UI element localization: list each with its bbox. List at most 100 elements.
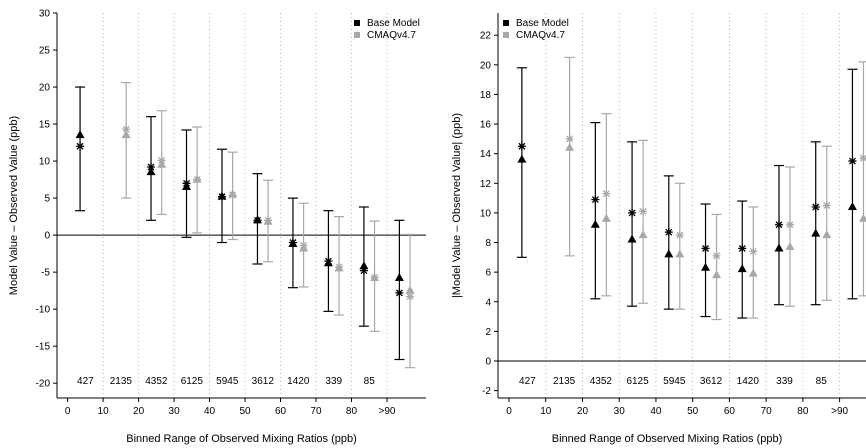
median-marker <box>121 130 131 139</box>
mean-marker <box>738 244 747 253</box>
mean-marker <box>76 142 85 151</box>
x-tick-label: 60 <box>724 406 736 417</box>
y-tick-label: 5 <box>44 194 50 205</box>
mean-marker <box>602 189 611 198</box>
bin-count-label: 3612 <box>700 376 723 387</box>
y-tick-label: 25 <box>39 46 51 57</box>
y-tick-label: 20 <box>39 83 51 94</box>
mean-marker <box>406 292 415 301</box>
mean-marker <box>335 262 344 271</box>
y-tick-label: -15 <box>36 342 51 353</box>
x-axis-title: Binned Range of Observed Mixing Ratios (… <box>126 433 357 445</box>
legend-swatch <box>354 20 360 26</box>
x-tick-label: 0 <box>65 406 71 417</box>
x-tick-label: 40 <box>204 406 216 417</box>
y-tick-label: 0 <box>485 356 491 367</box>
mean-marker <box>749 247 758 256</box>
x-tick-label: 80 <box>797 406 809 417</box>
mean-marker <box>359 266 368 275</box>
bin-count-label: 4352 <box>145 376 168 387</box>
y-tick-label: -5 <box>41 268 50 279</box>
y-tick-label: 10 <box>480 208 492 219</box>
median-marker <box>858 213 866 222</box>
legend-label: Base Model <box>367 18 420 29</box>
y-tick-label: -10 <box>36 305 51 316</box>
y-tick-label: 2 <box>485 327 491 338</box>
legend-label: Base Model <box>516 18 569 29</box>
mean-marker <box>193 175 202 184</box>
x-tick-label: 0 <box>506 406 512 417</box>
y-tick-label: 6 <box>485 268 491 279</box>
mean-marker <box>157 156 166 165</box>
mean-marker <box>712 251 721 260</box>
mean-marker <box>811 202 820 211</box>
left-panel-difference: -20 -15 -10 -5 0 5 10 15 20 25 30 0 10 20 30 40 50 60 70 80… <box>8 9 426 445</box>
y-tick-label: 12 <box>480 179 492 190</box>
mean-marker <box>639 207 648 216</box>
y-tick-label: 20 <box>480 60 492 71</box>
y-tick-label: 15 <box>39 120 51 131</box>
x-tick-label: 50 <box>239 406 251 417</box>
median-marker <box>737 264 747 273</box>
x-axis-title: Binned Range of Observed Mixing Ratios (… <box>552 433 783 445</box>
mean-marker <box>217 192 226 201</box>
legend-label: CMAQv4.7 <box>367 30 416 41</box>
mean-marker <box>395 288 404 297</box>
median-marker <box>675 249 685 258</box>
bin-count-label: 6125 <box>181 376 204 387</box>
mean-marker <box>675 231 684 240</box>
median-marker <box>565 142 575 151</box>
mean-marker <box>264 216 273 225</box>
y-tick-label: 14 <box>480 149 492 160</box>
mean-marker <box>299 241 308 250</box>
y-tick-label: 22 <box>480 31 492 42</box>
y-tick-label: 4 <box>485 297 491 308</box>
mean-marker <box>848 157 857 166</box>
x-tick-label: 10 <box>540 406 552 417</box>
median-marker <box>811 228 821 237</box>
legend-swatch <box>503 20 509 26</box>
bin-count-label: 4352 <box>590 376 613 387</box>
x-tick-label: 60 <box>275 406 287 417</box>
x-tick-label: 20 <box>577 406 589 417</box>
y-tick-label: -20 <box>36 379 51 390</box>
mean-marker <box>228 191 237 200</box>
median-marker <box>590 219 600 228</box>
mean-marker <box>822 201 831 210</box>
bin-count-label: 427 <box>519 376 536 387</box>
legend-label: CMAQv4.7 <box>516 30 565 41</box>
bin-count-label: 2135 <box>553 376 576 387</box>
median-marker <box>517 154 527 163</box>
mean-marker <box>324 257 333 266</box>
bin-count-label: 3612 <box>252 376 275 387</box>
median-marker <box>785 241 795 250</box>
x-tick-label: >90 <box>378 406 395 417</box>
median-marker <box>146 167 156 176</box>
mean-marker <box>786 220 795 229</box>
x-tick-label: 20 <box>133 406 145 417</box>
x-tick-label: 80 <box>346 406 358 417</box>
median-marker <box>638 230 648 239</box>
bin-count-label: 2135 <box>110 376 133 387</box>
x-tick-label: 10 <box>98 406 110 417</box>
median-marker <box>748 268 758 277</box>
mean-marker <box>774 220 783 229</box>
y-tick-label: 8 <box>485 238 491 249</box>
mean-marker <box>253 216 262 225</box>
mean-marker <box>288 238 297 247</box>
y-tick-label: 16 <box>480 120 492 131</box>
x-tick-label: 70 <box>761 406 773 417</box>
mean-marker <box>701 244 710 253</box>
median-marker <box>822 230 832 239</box>
median-marker <box>359 261 369 270</box>
bin-count-label: 1420 <box>737 376 760 387</box>
legend-swatch <box>354 32 360 38</box>
mean-marker <box>591 195 600 204</box>
y-tick-label: -2 <box>482 386 491 397</box>
x-tick-label: 70 <box>310 406 322 417</box>
x-tick-label: 30 <box>169 406 181 417</box>
mean-marker <box>147 163 156 171</box>
median-marker <box>664 249 674 258</box>
mean-marker <box>122 125 131 134</box>
y-tick-label: 30 <box>39 9 51 20</box>
